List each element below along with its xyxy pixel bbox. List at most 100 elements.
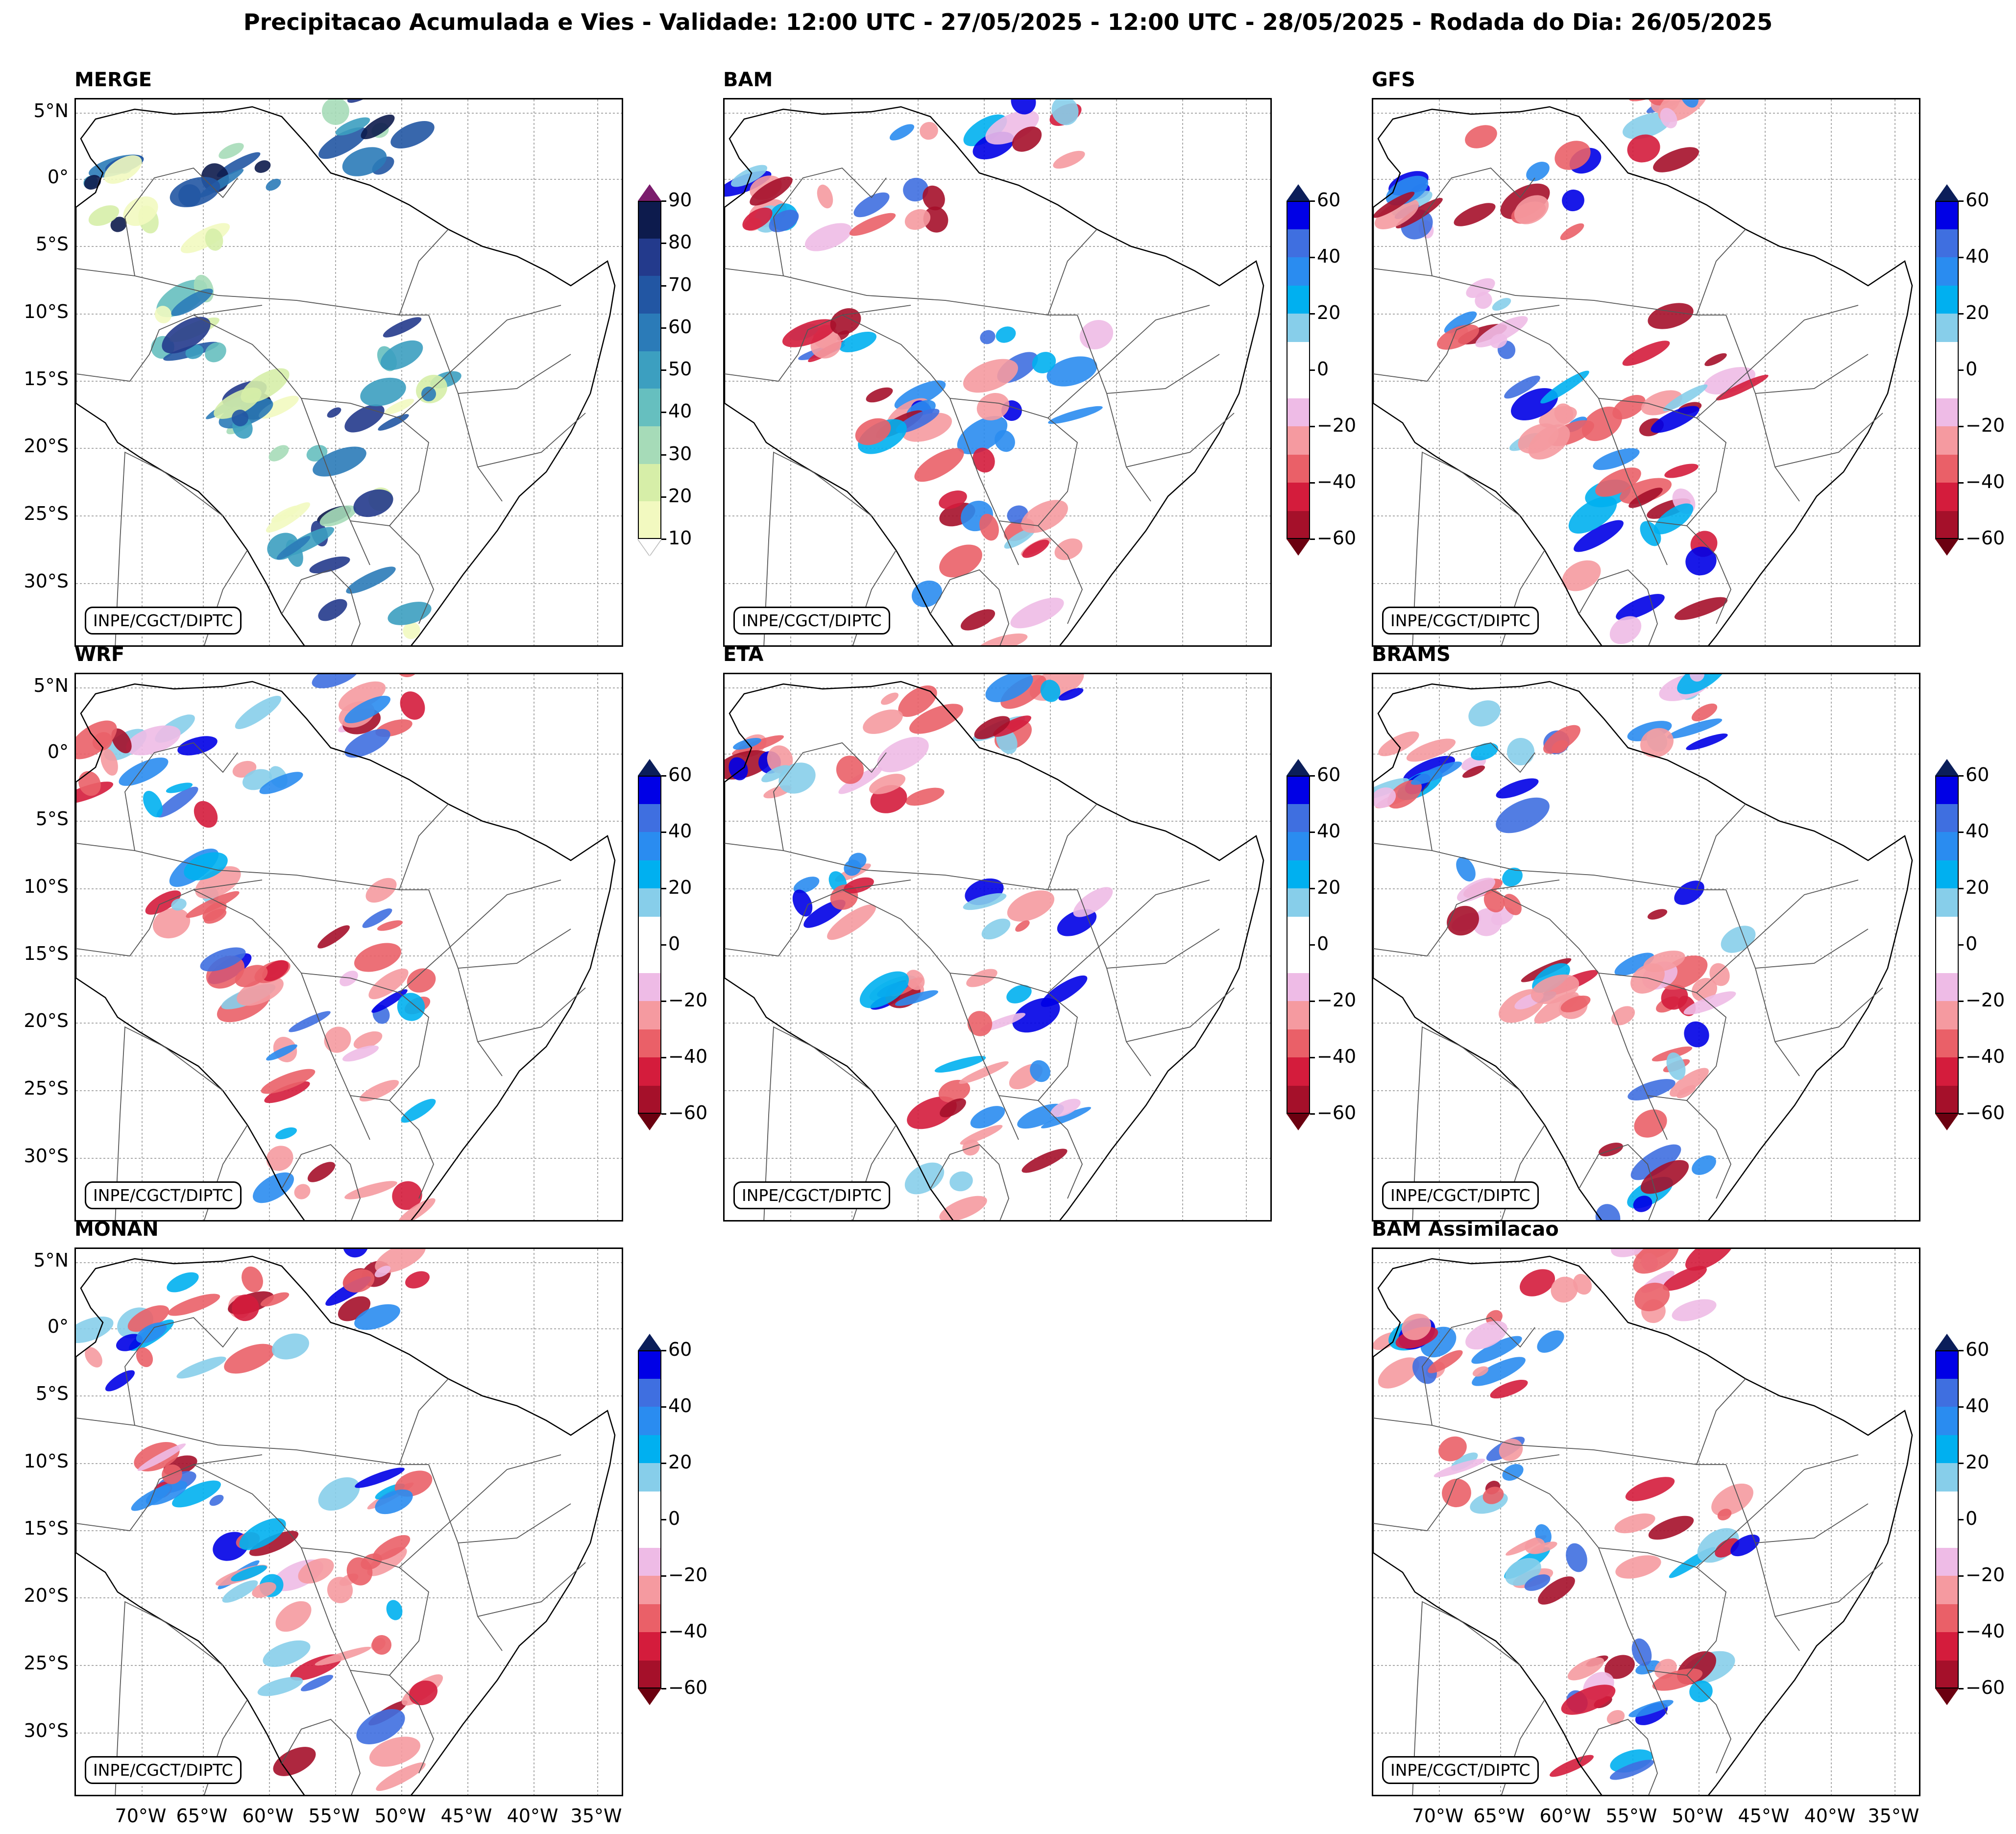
map-panel: BAM Assimilacao INPE/CGCT/DIPTC 70°W 65°W 60… bbox=[1372, 1218, 2005, 1827]
lat-label: 30°S bbox=[24, 570, 69, 592]
colorbar-segment bbox=[1287, 314, 1310, 342]
state-border bbox=[1106, 354, 1220, 394]
map-svg bbox=[1373, 99, 1919, 645]
colorbar-segment bbox=[1935, 1029, 1959, 1058]
colorbar: 60 40 20 0 −20 −40 −60 bbox=[1287, 184, 1356, 556]
colorbar-tick-label: −40 bbox=[1966, 1046, 2005, 1067]
state-border bbox=[428, 889, 503, 1076]
state-border bbox=[1412, 1601, 1521, 1795]
colorbar-outline bbox=[1935, 1350, 1959, 1688]
colorbar-segment bbox=[638, 860, 661, 889]
state-border bbox=[1106, 929, 1220, 969]
state-border bbox=[193, 315, 370, 565]
state-border bbox=[1725, 315, 1800, 502]
lat-label: 5°S bbox=[35, 233, 69, 255]
colorbar-segment bbox=[1287, 1029, 1310, 1058]
state-border bbox=[477, 987, 586, 1042]
state-border bbox=[1422, 742, 1535, 851]
state-border bbox=[1077, 889, 1151, 1076]
colorbar-under-arrow bbox=[1287, 539, 1310, 556]
colorbar-under-arrow bbox=[1935, 1114, 1959, 1130]
state-border bbox=[1696, 305, 1859, 418]
colorbar-tick-label: −40 bbox=[1317, 471, 1357, 492]
state-border bbox=[399, 1378, 449, 1465]
state-border bbox=[1373, 880, 1560, 956]
state-border bbox=[1490, 1464, 1668, 1715]
map-svg bbox=[76, 674, 622, 1220]
colorbar-segment bbox=[638, 314, 661, 352]
lat-label: 0° bbox=[47, 166, 69, 188]
colorbar-under-arrow bbox=[1935, 539, 1959, 556]
map-frame: INPE/CGCT/DIPTC bbox=[1372, 1247, 1920, 1796]
map-panel: GFS INPE/CGCT/DIPTC 60 40 20 0 −20 −40 −60 bbox=[1372, 69, 2005, 647]
precip-field bbox=[1373, 674, 1756, 1220]
colorbar-segment bbox=[1935, 1085, 1959, 1114]
map-frame: INPE/CGCT/DIPTC bbox=[74, 1247, 623, 1796]
colorbar-segment bbox=[1935, 776, 1959, 805]
colorbar-tick-label: 40 bbox=[1966, 245, 1990, 267]
colorbar-outline bbox=[1287, 201, 1310, 539]
state-border bbox=[350, 1670, 434, 1774]
precip-field bbox=[725, 99, 1114, 645]
lat-label: 25°S bbox=[24, 503, 69, 524]
state-border bbox=[350, 1095, 434, 1199]
state-border bbox=[1373, 268, 1726, 316]
state-border bbox=[1579, 1144, 1658, 1220]
lat-label: 5°N bbox=[33, 675, 69, 696]
lat-label: 0° bbox=[47, 1316, 69, 1337]
map-svg bbox=[725, 674, 1270, 1220]
state-border bbox=[1126, 987, 1235, 1042]
colorbar-over-arrow bbox=[638, 1334, 661, 1350]
colorbar-tick-label: 40 bbox=[1317, 245, 1341, 267]
state-border bbox=[1696, 1378, 1746, 1465]
colorbar-segment bbox=[1935, 314, 1959, 342]
state-border bbox=[1774, 413, 1883, 467]
state-border bbox=[998, 520, 1083, 624]
state-border bbox=[458, 354, 571, 394]
colorbar-segment bbox=[638, 1378, 661, 1407]
colorbar-segment bbox=[1935, 1576, 1959, 1605]
lon-label: 45°W bbox=[440, 1805, 492, 1827]
colorbar-segment bbox=[1935, 888, 1959, 917]
credit-label: INPE/CGCT/DIPTC bbox=[85, 607, 242, 635]
colorbar-segment bbox=[1935, 1378, 1959, 1407]
colorbar-tick-label: −20 bbox=[1317, 415, 1357, 436]
state-border bbox=[949, 398, 1078, 526]
colorbar-segment bbox=[638, 804, 661, 832]
state-border bbox=[1047, 229, 1097, 316]
state-border bbox=[1755, 929, 1869, 969]
colorbar: 60 40 20 0 −20 −40 −60 bbox=[638, 1334, 707, 1705]
colorbar-segment bbox=[638, 426, 661, 465]
colorbar-under-arrow bbox=[638, 1114, 661, 1130]
colorbar-segment bbox=[1935, 1547, 1959, 1576]
colorbar-outline bbox=[638, 201, 661, 539]
lon-label: 35°W bbox=[1868, 1805, 1919, 1827]
state-border bbox=[458, 1503, 571, 1543]
colorbar-outline bbox=[1287, 776, 1310, 1114]
state-border bbox=[477, 1562, 586, 1617]
state-border bbox=[428, 1464, 503, 1651]
state-border bbox=[281, 1144, 361, 1220]
state-border bbox=[1579, 569, 1658, 645]
colorbar-segment bbox=[1935, 426, 1959, 455]
state-border bbox=[1422, 1317, 1535, 1426]
state-border bbox=[1490, 315, 1668, 565]
state-border bbox=[1579, 1718, 1658, 1795]
colorbar-tick-label: 20 bbox=[668, 1451, 692, 1473]
colorbar-segment bbox=[1935, 257, 1959, 286]
coastline bbox=[76, 106, 616, 645]
credit-label: INPE/CGCT/DIPTC bbox=[733, 1181, 890, 1209]
map-panel: WRF INPE/CGCT/DIPTC 5°N 0° 5°S 10°S 15°S 20°S 25… bbox=[24, 643, 707, 1222]
colorbar-segment bbox=[1287, 973, 1310, 1002]
colorbar-tick-label: 80 bbox=[668, 231, 692, 253]
colorbar-segment bbox=[1287, 483, 1310, 512]
colorbar-segment bbox=[1935, 1350, 1959, 1379]
lon-label: 40°W bbox=[507, 1805, 559, 1827]
colorbar-segment bbox=[638, 1029, 661, 1058]
lon-label: 60°W bbox=[242, 1805, 294, 1827]
colorbar-tick-label: 0 bbox=[1966, 933, 1978, 954]
colorbar-tick-label: −20 bbox=[1317, 989, 1357, 1011]
colorbar-segment bbox=[638, 1632, 661, 1661]
map-panel: MONAN INPE/CGCT/DIPTC 5°N 0° 5°S 10°S 15°S 20°S… bbox=[24, 1218, 708, 1827]
colorbar-segment bbox=[638, 1085, 661, 1114]
